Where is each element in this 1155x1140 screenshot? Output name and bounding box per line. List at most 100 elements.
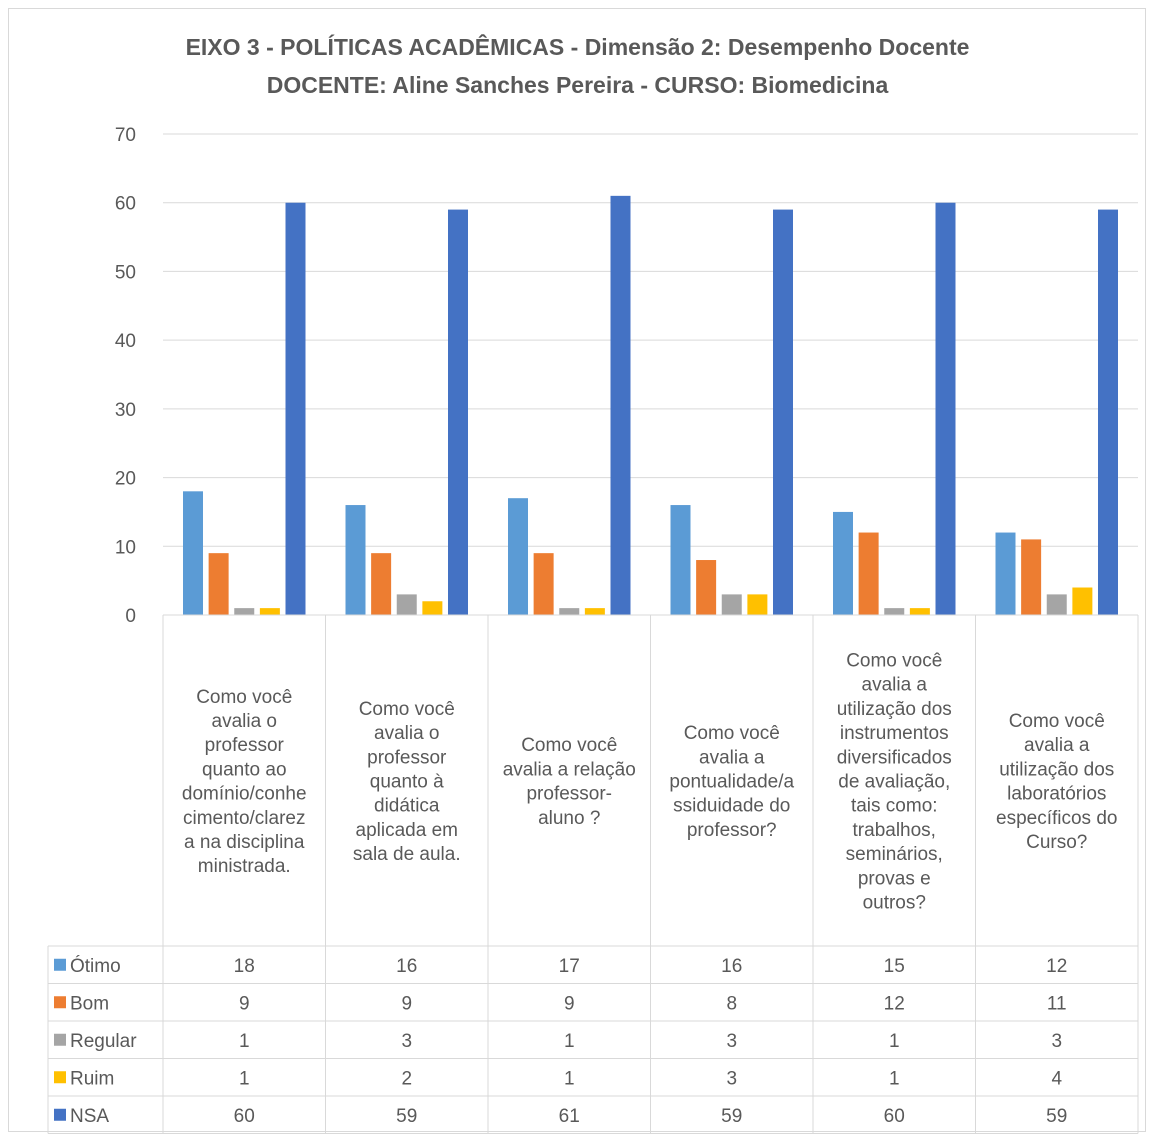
data-table-value: 1 <box>239 1031 250 1052</box>
data-table-value: 59 <box>396 1106 417 1127</box>
category-label-line: domínio/conhe <box>182 784 307 805</box>
data-table-value: 12 <box>1046 956 1067 977</box>
category-label-line: laboratórios <box>1007 784 1106 805</box>
data-table-value: 60 <box>234 1106 255 1127</box>
category-label-line: a na disciplina <box>184 832 305 853</box>
category-label-line: Como você <box>684 723 780 744</box>
bar-nsa <box>448 209 468 616</box>
bar-regular <box>559 608 580 615</box>
data-table-value: 2 <box>401 1068 412 1089</box>
category-label-line: aluno ? <box>538 808 600 829</box>
bar-ótimo <box>995 532 1016 615</box>
category-label-line: Como você <box>1009 711 1105 732</box>
category-label-line: avalia a <box>1024 735 1090 756</box>
data-table-value: 3 <box>401 1031 412 1052</box>
category-label-line: sala de aula. <box>353 844 461 865</box>
bar-bom <box>1021 539 1042 615</box>
y-tick-label: 40 <box>115 331 136 352</box>
y-tick-label: 10 <box>115 537 136 558</box>
data-table-value: 59 <box>721 1106 742 1127</box>
bar-ótimo <box>833 511 853 615</box>
legend-key-ruim <box>54 1071 66 1084</box>
category-label-line: diversificados <box>837 747 952 768</box>
category-label-line: Curso? <box>1026 832 1087 853</box>
legend-label: Ótimo <box>70 955 121 977</box>
category-label: Como você avalia a utilização dos laboratór… <box>996 711 1117 853</box>
category-label-line: quanto ao <box>202 759 287 780</box>
category-label-line: didática <box>374 796 440 817</box>
category-label-line: outros? <box>863 893 926 914</box>
chart-frame <box>8 8 1146 1132</box>
category-label-line: ministrada. <box>198 856 291 877</box>
legend-key-bom <box>54 996 66 1009</box>
data-table-value: 4 <box>1051 1068 1062 1089</box>
category-label-line: Como você <box>196 687 292 708</box>
bar-regular <box>721 594 742 615</box>
bar-ruim <box>747 594 768 615</box>
bar-regular <box>396 594 417 615</box>
category-label-line: trabalhos, <box>853 820 936 841</box>
category-label-line: seminários, <box>846 844 943 865</box>
category-label-line: aplicada em <box>356 820 458 841</box>
data-table-value: 11 <box>1047 993 1067 1014</box>
bar-nsa <box>935 202 956 615</box>
bar-ótimo <box>183 491 203 615</box>
category-label-line: avalia a <box>862 675 928 696</box>
data-table-value: 1 <box>564 1068 575 1089</box>
bar-ruim <box>909 608 930 615</box>
data-table-value: 9 <box>239 993 250 1014</box>
category-label-line: instrumentos <box>840 723 949 744</box>
data-table-value: 3 <box>726 1031 737 1052</box>
bar-bom <box>858 532 879 615</box>
category-label: Como você avalia a pontualidade/a ssiduidad… <box>669 723 794 841</box>
bar-regular <box>884 608 905 615</box>
category-label-line: pontualidade/a <box>669 772 794 793</box>
data-table-value: 59 <box>1046 1106 1067 1127</box>
category-label: Como você avalia a relação professor-aluno… <box>503 735 636 829</box>
category-label-line: professor <box>205 735 285 756</box>
category-label-line: avalia o <box>212 711 278 732</box>
y-tick-label: 20 <box>115 469 136 490</box>
category-label-line: Como você <box>846 651 942 672</box>
category-label: Como você avalia o professor quanto ao domín… <box>182 687 307 877</box>
bar-bom <box>208 553 229 615</box>
category-label-line: específicos do <box>996 808 1117 829</box>
data-table-value: 9 <box>564 993 575 1014</box>
category-label-line: professor <box>367 747 447 768</box>
category-label-line: tais como: <box>851 796 938 817</box>
data-table-value: 1 <box>889 1031 900 1052</box>
bar-nsa <box>1098 209 1118 616</box>
category-label-line: Como você <box>521 735 617 756</box>
bar-nsa <box>773 209 793 616</box>
legend-key-nsa <box>54 1108 66 1121</box>
bar-ótimo <box>508 498 528 615</box>
y-tick-label: 60 <box>115 194 136 215</box>
data-table-value: 3 <box>726 1068 737 1089</box>
bar-regular <box>1046 594 1067 615</box>
y-tick-label: 70 <box>115 125 136 146</box>
category-label-line: de avaliação, <box>838 772 950 793</box>
category-label-line: avalia o <box>374 723 440 744</box>
bar-ótimo <box>345 505 366 615</box>
bar-ruim <box>259 608 280 615</box>
y-tick-label: 30 <box>115 400 136 421</box>
bar-ruim <box>1072 587 1093 615</box>
bar-nsa <box>285 202 306 615</box>
data-table-value: 17 <box>559 956 580 977</box>
data-table-value: 9 <box>401 993 412 1014</box>
bar-regular <box>234 608 255 615</box>
category-label-line: Como você <box>359 699 455 720</box>
category-label-line: professor? <box>687 820 777 841</box>
data-table-value: 61 <box>559 1106 580 1127</box>
bar-bom <box>533 553 554 615</box>
data-table-value: 15 <box>884 956 905 977</box>
legend-label: Regular <box>70 1031 137 1052</box>
chart-title-line-2: DOCENTE: Aline Sanches Pereira - CURSO: … <box>266 72 889 98</box>
y-tick-label: 50 <box>115 262 136 283</box>
data-table-value: 16 <box>721 956 742 977</box>
category-label-line: utilização dos <box>999 759 1114 780</box>
category-label-line: avalia a <box>699 747 765 768</box>
bar-ruim <box>422 601 443 615</box>
category-label-line: professor- <box>526 784 612 805</box>
legend-key-ótimo <box>54 958 66 971</box>
